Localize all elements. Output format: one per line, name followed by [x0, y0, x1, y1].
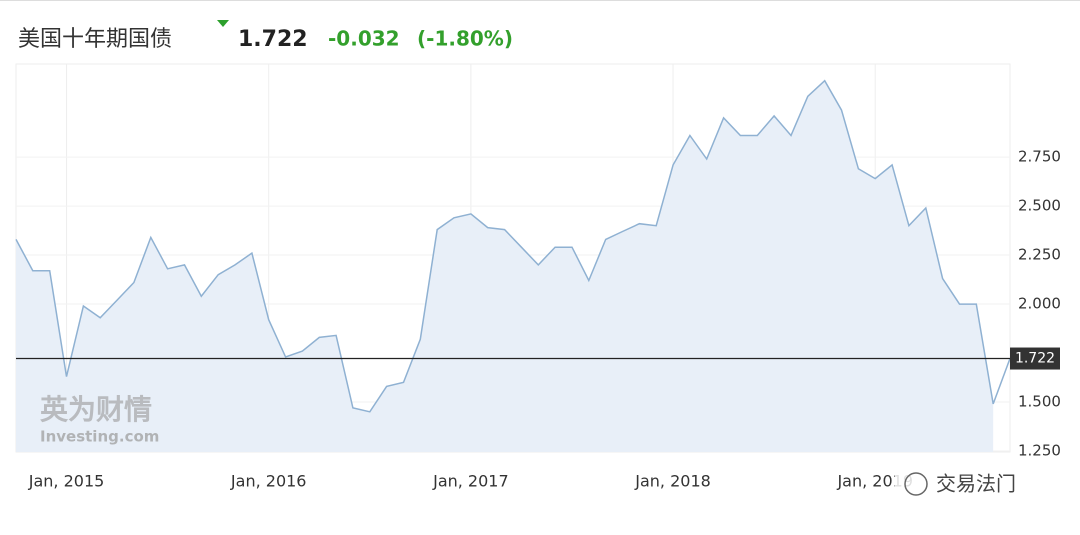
y-tick-label: 1.500: [1018, 393, 1061, 411]
x-tick-label: Jan, 2017: [432, 472, 509, 491]
y-tick-label: 2.250: [1018, 246, 1061, 264]
x-tick-label: Jan, 2015: [28, 472, 105, 491]
y-tick-label: 2.000: [1018, 295, 1061, 313]
chart-title: 美国十年期国债: [18, 27, 172, 52]
down-icon: [217, 20, 229, 27]
source-mark: 交易法门: [936, 472, 1016, 496]
source-icon: [904, 472, 928, 496]
area: [16, 80, 994, 452]
watermark: 英为财情: [40, 393, 152, 426]
current-box: [1010, 347, 1060, 370]
top-border: [0, 0, 1080, 1]
line: [15, 79, 994, 413]
x-tick-label: Jan, 2019: [836, 472, 913, 491]
x-tick-label: Jan, 2018: [634, 472, 711, 491]
change: -0.032: [328, 27, 400, 51]
source-bg: [895, 466, 1055, 502]
x-tick-label: Jan, 2016: [230, 472, 307, 491]
y-tick-label: 2.500: [1018, 197, 1061, 215]
current-label: 1.722: [1015, 351, 1055, 367]
last-price: 1.722: [238, 27, 308, 52]
y-tick-label: 1.250: [1018, 442, 1061, 460]
change-percent: (-1.80%): [417, 27, 513, 51]
watermark: Investing.com: [40, 428, 159, 446]
y-tick-label: 2.750: [1018, 148, 1061, 166]
last-connector: [992, 358, 1011, 405]
